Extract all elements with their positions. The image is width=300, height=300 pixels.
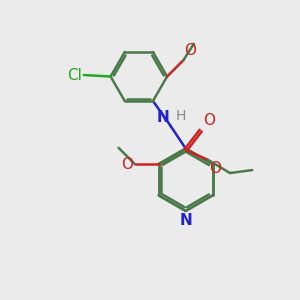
- Text: H: H: [176, 109, 186, 123]
- Text: N: N: [179, 213, 192, 228]
- Text: O: O: [184, 43, 196, 58]
- Text: O: O: [122, 157, 134, 172]
- Text: Cl: Cl: [68, 68, 82, 82]
- Text: O: O: [209, 161, 221, 176]
- Text: N: N: [157, 110, 169, 125]
- Text: O: O: [203, 113, 215, 128]
